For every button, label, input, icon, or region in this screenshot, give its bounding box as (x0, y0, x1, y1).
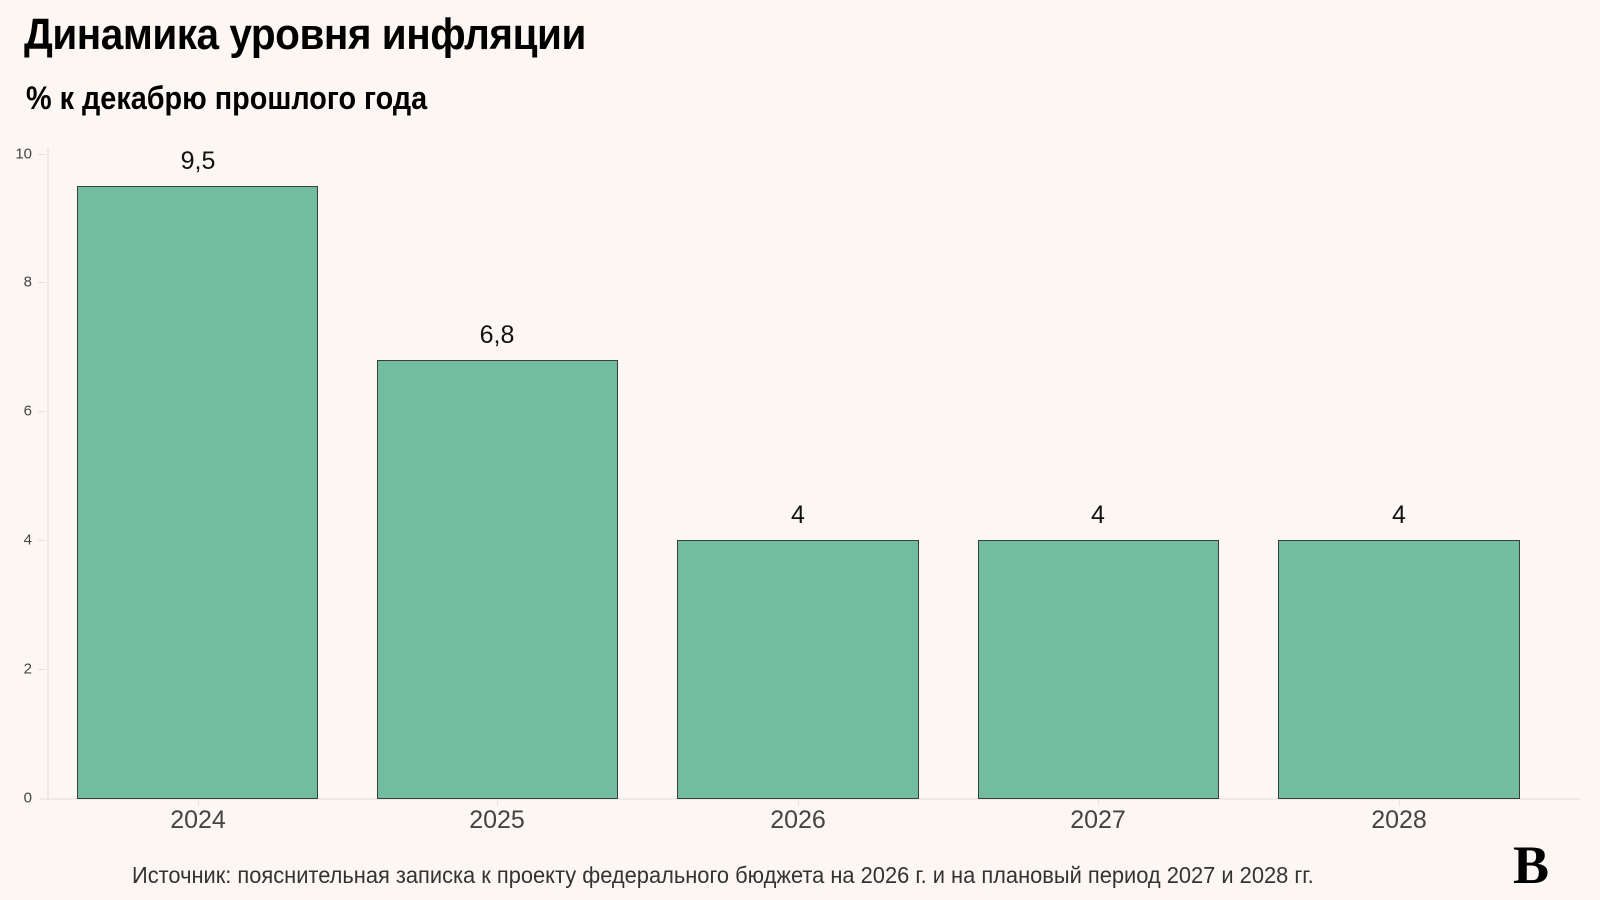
x-tick-mark (497, 800, 498, 806)
y-tick-label: 2 (23, 660, 32, 678)
x-tick-label: 2027 (1070, 806, 1126, 834)
bar-2028 (1278, 540, 1520, 799)
bar-2025 (377, 360, 618, 799)
y-tick-mark (38, 411, 46, 412)
bar-value-label: 4 (791, 501, 805, 529)
bar-2027 (978, 540, 1219, 799)
y-tick-label: 0 (23, 789, 32, 807)
x-tick-mark (1098, 800, 1099, 806)
y-tick-mark (38, 282, 46, 283)
x-tick-mark (198, 800, 199, 806)
x-tick-mark (1399, 800, 1400, 806)
y-tick-label: 8 (23, 273, 32, 291)
x-tick-label: 2026 (770, 806, 826, 834)
y-tick-mark (38, 154, 46, 155)
y-tick-label: 6 (23, 402, 32, 420)
y-tick-label: 4 (23, 531, 32, 549)
x-tick-label: 2028 (1371, 806, 1427, 834)
y-axis-line (47, 148, 49, 800)
bar-value-label: 4 (1091, 501, 1105, 529)
y-tick-label: 10 (15, 145, 32, 163)
x-tick-label: 2025 (469, 806, 525, 834)
bar-value-label: 4 (1392, 501, 1406, 529)
y-tick-mark (38, 669, 46, 670)
chart-subtitle: % к декабрю прошлого года (26, 80, 428, 116)
source-note: Источник: пояснительная записка к проект… (132, 862, 1314, 888)
x-tick-mark (798, 800, 799, 806)
bar-value-label: 6,8 (479, 321, 515, 349)
x-axis-line (40, 798, 1580, 800)
bar-value-label: 9,5 (180, 147, 216, 175)
x-tick-label: 2024 (170, 806, 226, 834)
bar-2026 (677, 540, 919, 799)
bar-2024 (77, 186, 318, 799)
vedomosti-logo: В (1513, 835, 1550, 895)
y-tick-mark (38, 540, 46, 541)
chart-title: Динамика уровня инфляции (24, 10, 586, 59)
